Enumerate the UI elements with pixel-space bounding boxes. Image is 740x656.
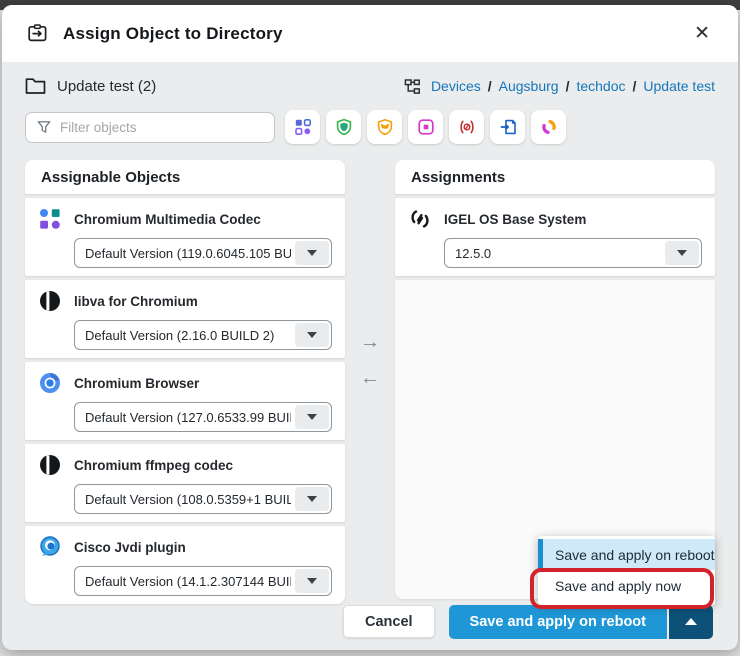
move-right-arrow[interactable]: → [360, 330, 380, 353]
caret-down-icon [295, 487, 329, 511]
file-arrow-blue-icon[interactable] [490, 110, 525, 144]
breadcrumb-link-update-test[interactable]: Update test [643, 78, 715, 94]
object-name: Chromium ffmpeg codec [74, 457, 234, 473]
tree-icon [404, 78, 421, 95]
directory-name: Update test (2) [57, 77, 157, 95]
menu-item-label: Save and apply now [555, 577, 682, 594]
caret-down-icon [295, 241, 329, 265]
save-apply-reboot-button[interactable]: Save and apply on reboot [448, 604, 667, 639]
object-name: Chromium Browser [74, 375, 200, 391]
caret-down-icon [665, 241, 699, 265]
object-name: Chromium Multimedia Codec [74, 211, 261, 227]
caret-down-icon [295, 405, 329, 429]
dialog-header: Assign Object to Directory ✕ [2, 5, 738, 62]
caret-up-icon [685, 618, 697, 625]
menu-item-save-apply-reboot[interactable]: Save and apply on reboot [538, 539, 715, 570]
filter-row [25, 110, 715, 144]
breadcrumb-link-techdoc[interactable]: techdoc [576, 78, 626, 94]
selected-version: Default Version (108.0.5359+1 BUILD [85, 491, 291, 507]
selected-version: Default Version (119.0.6045.105 BUILD [85, 245, 291, 261]
assignments-title: Assignments [395, 160, 715, 194]
assignable-objects-panel: Assignable Objects Chromium Multimedia C… [25, 160, 345, 604]
version-select[interactable]: 12.5.0 [444, 238, 702, 268]
assignments-panel: Assignments IGEL OS Base System [395, 160, 715, 599]
selected-version: 12.5.0 [455, 245, 492, 261]
version-select[interactable]: Default Version (127.0.6533.99 BUILD [74, 402, 332, 432]
breadcrumb-separator: / [632, 78, 637, 94]
list-item-chromium-browser[interactable]: Chromium Browser Default Version (127.0.… [25, 362, 345, 440]
caret-down-icon [295, 323, 329, 347]
dialog-content: Update test (2) Devices / Augsburg / tec… [2, 62, 738, 604]
version-select[interactable]: Default Version (2.16.0 BUILD 2) [74, 320, 332, 350]
selected-version: Default Version (127.0.6533.99 BUILD [85, 409, 291, 425]
folder-icon [25, 77, 46, 95]
version-select[interactable]: Default Version (108.0.5359+1 BUILD [74, 484, 332, 514]
assign-icon [26, 22, 49, 45]
list-item-chromium-ffmpeg-codec[interactable]: Chromium ffmpeg codec Default Version (1… [25, 444, 345, 522]
list-item-libva-for-chromium[interactable]: libva for Chromium Default Version (2.16… [25, 280, 345, 358]
selected-version: Default Version (2.16.0 BUILD 2) [85, 327, 275, 343]
object-name: libva for Chromium [74, 293, 198, 309]
color-swirl-icon[interactable] [531, 110, 566, 144]
assignable-objects-title: Assignable Objects [25, 160, 345, 194]
filter-input-container [25, 111, 275, 143]
save-options-toggle[interactable] [669, 604, 713, 639]
version-select[interactable]: Default Version (14.1.2.307144 BUILD [74, 566, 332, 596]
list-item-igel-os-base-system[interactable]: IGEL OS Base System 12.5.0 [395, 198, 715, 276]
breadcrumb-link-devices[interactable]: Devices [430, 78, 481, 94]
libva-icon [38, 289, 62, 313]
funnel-icon [36, 119, 52, 135]
multimedia-codec-icon [38, 207, 62, 231]
circle-parentheses-red-icon[interactable] [449, 110, 484, 144]
directory-label: Update test (2) [25, 77, 156, 95]
move-left-arrow[interactable]: ← [360, 366, 380, 389]
assignment-panels: Assignable Objects Chromium Multimedia C… [25, 160, 715, 604]
breadcrumb-separator: / [487, 78, 492, 94]
list-item-cisco-jvdi-plugin[interactable]: Cisco Jvdi plugin Default Version (14.1.… [25, 526, 345, 604]
apps-grid-icon[interactable] [285, 110, 320, 144]
version-select[interactable]: Default Version (119.0.6045.105 BUILD [74, 238, 332, 268]
shield-orange-icon[interactable] [367, 110, 402, 144]
dialog-title: Assign Object to Directory [63, 23, 283, 43]
object-name: Cisco Jvdi plugin [74, 539, 186, 555]
cancel-button[interactable]: Cancel [342, 605, 435, 638]
close-icon[interactable]: ✕ [694, 23, 710, 44]
cisco-jvdi-icon [38, 535, 62, 559]
igel-os-icon [408, 207, 432, 231]
object-type-toolbar [285, 110, 566, 144]
list-item-chromium-multimedia-codec[interactable]: Chromium Multimedia Codec Default Versio… [25, 198, 345, 276]
selected-version: Default Version (14.1.2.307144 BUILD [85, 573, 291, 589]
breadcrumb-separator: / [565, 78, 570, 94]
assign-object-dialog: Assign Object to Directory ✕ Update test… [2, 5, 738, 650]
object-name: IGEL OS Base System [444, 211, 587, 227]
save-split-button: Save and apply on reboot [448, 604, 713, 639]
chromium-icon [38, 371, 62, 395]
save-options-menu: Save and apply on reboot Save and apply … [530, 536, 715, 609]
caret-down-icon [295, 569, 329, 593]
directory-row: Update test (2) Devices / Augsburg / tec… [25, 77, 715, 95]
app-square-magenta-icon[interactable] [408, 110, 443, 144]
transfer-arrows: → ← [345, 120, 395, 599]
ffmpeg-icon [38, 453, 62, 477]
dialog-footer: Cancel Save and apply on reboot [2, 603, 738, 650]
breadcrumb: Devices / Augsburg / techdoc / Update te… [404, 78, 715, 95]
breadcrumb-link-augsburg[interactable]: Augsburg [498, 78, 559, 94]
menu-item-save-apply-now[interactable]: Save and apply now [530, 568, 715, 609]
shield-green-icon[interactable] [326, 110, 361, 144]
filter-input[interactable] [60, 119, 264, 135]
